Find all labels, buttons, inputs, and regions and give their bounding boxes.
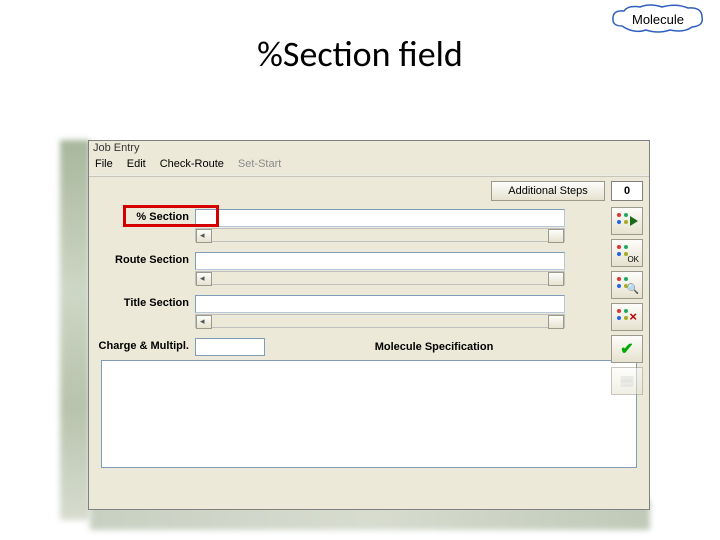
- background-blur-left: [60, 140, 90, 520]
- toolbar-more-button: ▒▒: [611, 367, 643, 395]
- menu-edit[interactable]: Edit: [127, 158, 146, 175]
- title-section-row: Title Section ◂ ▸: [95, 295, 643, 328]
- toolbar-zoom-button[interactable]: 🔍: [611, 271, 643, 299]
- percent-section-row: % Section ◂ ▸: [95, 209, 643, 242]
- charge-mult-label: Charge & Multipl.: [95, 338, 195, 352]
- charge-mult-row: Charge & Multipl. Molecule Specification: [95, 338, 643, 356]
- arrow-right-icon: ▸: [556, 274, 561, 283]
- magnifier-icon: 🔍: [627, 284, 639, 295]
- slide-title: %Section field: [0, 32, 720, 76]
- menu-set-start: Set-Start: [238, 158, 281, 175]
- route-section-scrollbar[interactable]: ◂ ▸: [195, 271, 565, 285]
- molecule-callout-label: Molecule: [610, 4, 706, 34]
- molecule-spec-label: Molecule Specification: [283, 341, 585, 353]
- arrow-right-icon: ▸: [556, 317, 561, 326]
- arrow-right-icon: ▸: [556, 231, 561, 240]
- arrow-left-icon: ◂: [200, 231, 205, 240]
- charge-mult-input[interactable]: [195, 338, 265, 356]
- right-toolbar: OK 🔍 × ✔ ▒▒: [611, 207, 643, 395]
- window-titlebar: Job Entry: [89, 141, 649, 157]
- arrow-left-icon: ◂: [200, 317, 205, 326]
- window-body: Additional Steps 0 OK 🔍 × ✔: [89, 177, 649, 509]
- arrow-left-icon: ◂: [200, 274, 205, 283]
- route-section-row: Route Section ◂ ▸: [95, 252, 643, 285]
- title-section-label: Title Section: [95, 295, 195, 309]
- percent-section-label: % Section: [95, 209, 195, 223]
- x-icon: ×: [629, 309, 637, 324]
- percent-section-scrollbar[interactable]: ◂ ▸: [195, 228, 565, 242]
- toolbar-delete-button[interactable]: ×: [611, 303, 643, 331]
- steps-count-badge: 0: [611, 181, 643, 201]
- title-section-input[interactable]: [195, 295, 565, 313]
- percent-section-input[interactable]: [195, 209, 565, 227]
- toolbar-ok-label: OK: [627, 255, 639, 264]
- additional-steps-button[interactable]: Additional Steps: [491, 181, 605, 201]
- menu-file[interactable]: File: [95, 158, 113, 175]
- menu-check-route[interactable]: Check-Route: [160, 158, 224, 175]
- toolbar-run-button[interactable]: [611, 207, 643, 235]
- toolbar-ok-button[interactable]: OK: [611, 239, 643, 267]
- molecule-spec-textarea[interactable]: [101, 360, 637, 468]
- route-section-label: Route Section: [95, 252, 195, 266]
- molecule-callout: Molecule: [610, 4, 706, 34]
- job-entry-window: Job Entry File Edit Check-Route Set-Star…: [88, 140, 650, 510]
- play-icon: [630, 216, 638, 226]
- route-section-input[interactable]: [195, 252, 565, 270]
- check-icon: ✔: [620, 339, 633, 359]
- title-section-scrollbar[interactable]: ◂ ▸: [195, 314, 565, 328]
- toolbar-check-button[interactable]: ✔: [611, 335, 643, 363]
- menu-bar: File Edit Check-Route Set-Start: [89, 157, 649, 175]
